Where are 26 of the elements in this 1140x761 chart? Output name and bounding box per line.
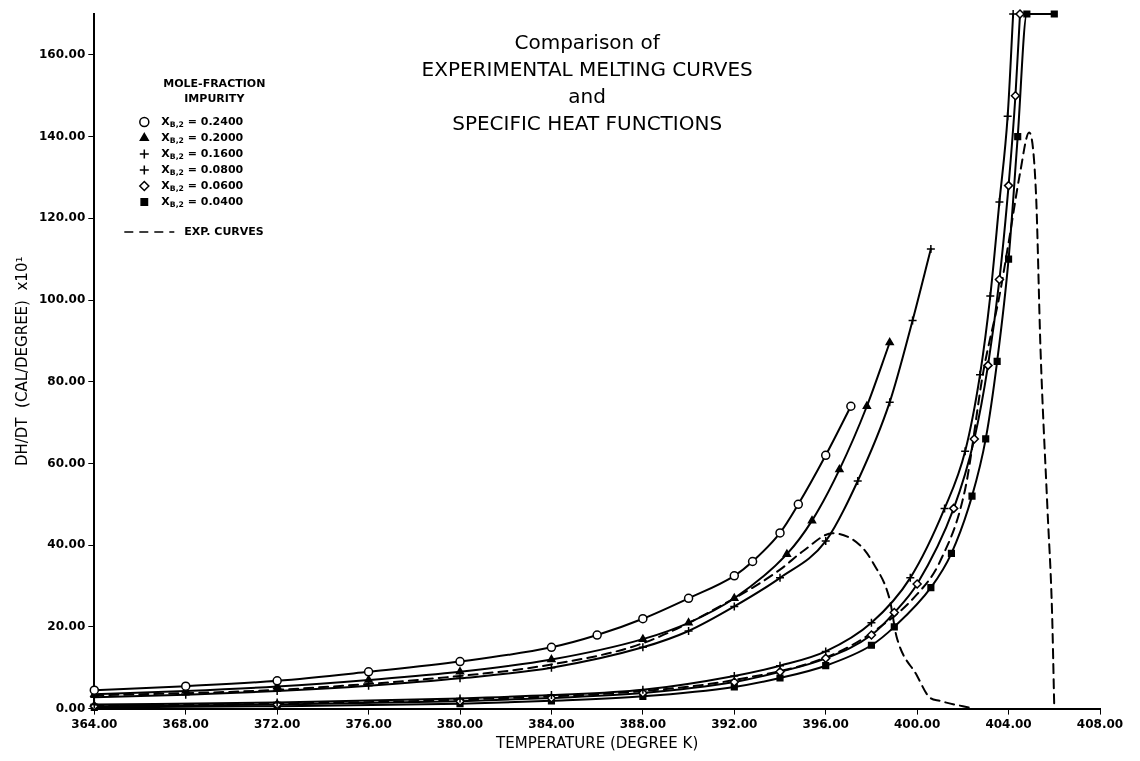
- y-axis-title: DH/DT (CAL/DEGREE) x10¹: [12, 256, 31, 467]
- x-tick-label: 368.00: [162, 716, 209, 731]
- x-tick-label: 388.00: [619, 716, 667, 731]
- x-tick-label: 384.00: [528, 716, 575, 731]
- y-tick-label: 140.00: [38, 128, 86, 143]
- x-tick-label: 376.00: [345, 716, 392, 731]
- y-tick-label: 80.00: [47, 373, 86, 388]
- x-tick-label: 392.00: [711, 716, 758, 731]
- legend-label: EXP. CURVES: [184, 224, 264, 238]
- x-tick-label: 372.00: [254, 716, 301, 731]
- x-tick-label: 408.00: [1076, 716, 1124, 731]
- x-tick-label: 400.00: [893, 716, 941, 731]
- text: Comparison of EXPERIMENTAL MELTING CURVES and SPECIFIC HEAT FUNCTIONS: [421, 30, 753, 136]
- x-tick-label: 404.00: [985, 716, 1032, 731]
- y-tick-label: 0.00: [55, 700, 86, 715]
- y-tick-label: 60.00: [47, 455, 86, 470]
- y-tick-label: 40.00: [47, 537, 86, 552]
- x-axis-title: TEMPERATURE (DEGREE K): [495, 733, 699, 752]
- y-tick-label: 20.00: [47, 619, 86, 634]
- y-tick-label: 160.00: [38, 46, 86, 61]
- y-tick-label: 100.00: [38, 292, 86, 307]
- y-tick-label: 120.00: [38, 210, 86, 225]
- x-tick-label: 396.00: [802, 716, 849, 731]
- legend-title: MOLE-FRACTION IMPURITY: [163, 76, 266, 105]
- x-tick-label: 380.00: [436, 716, 484, 731]
- x-tick-label: 364.00: [71, 716, 118, 731]
